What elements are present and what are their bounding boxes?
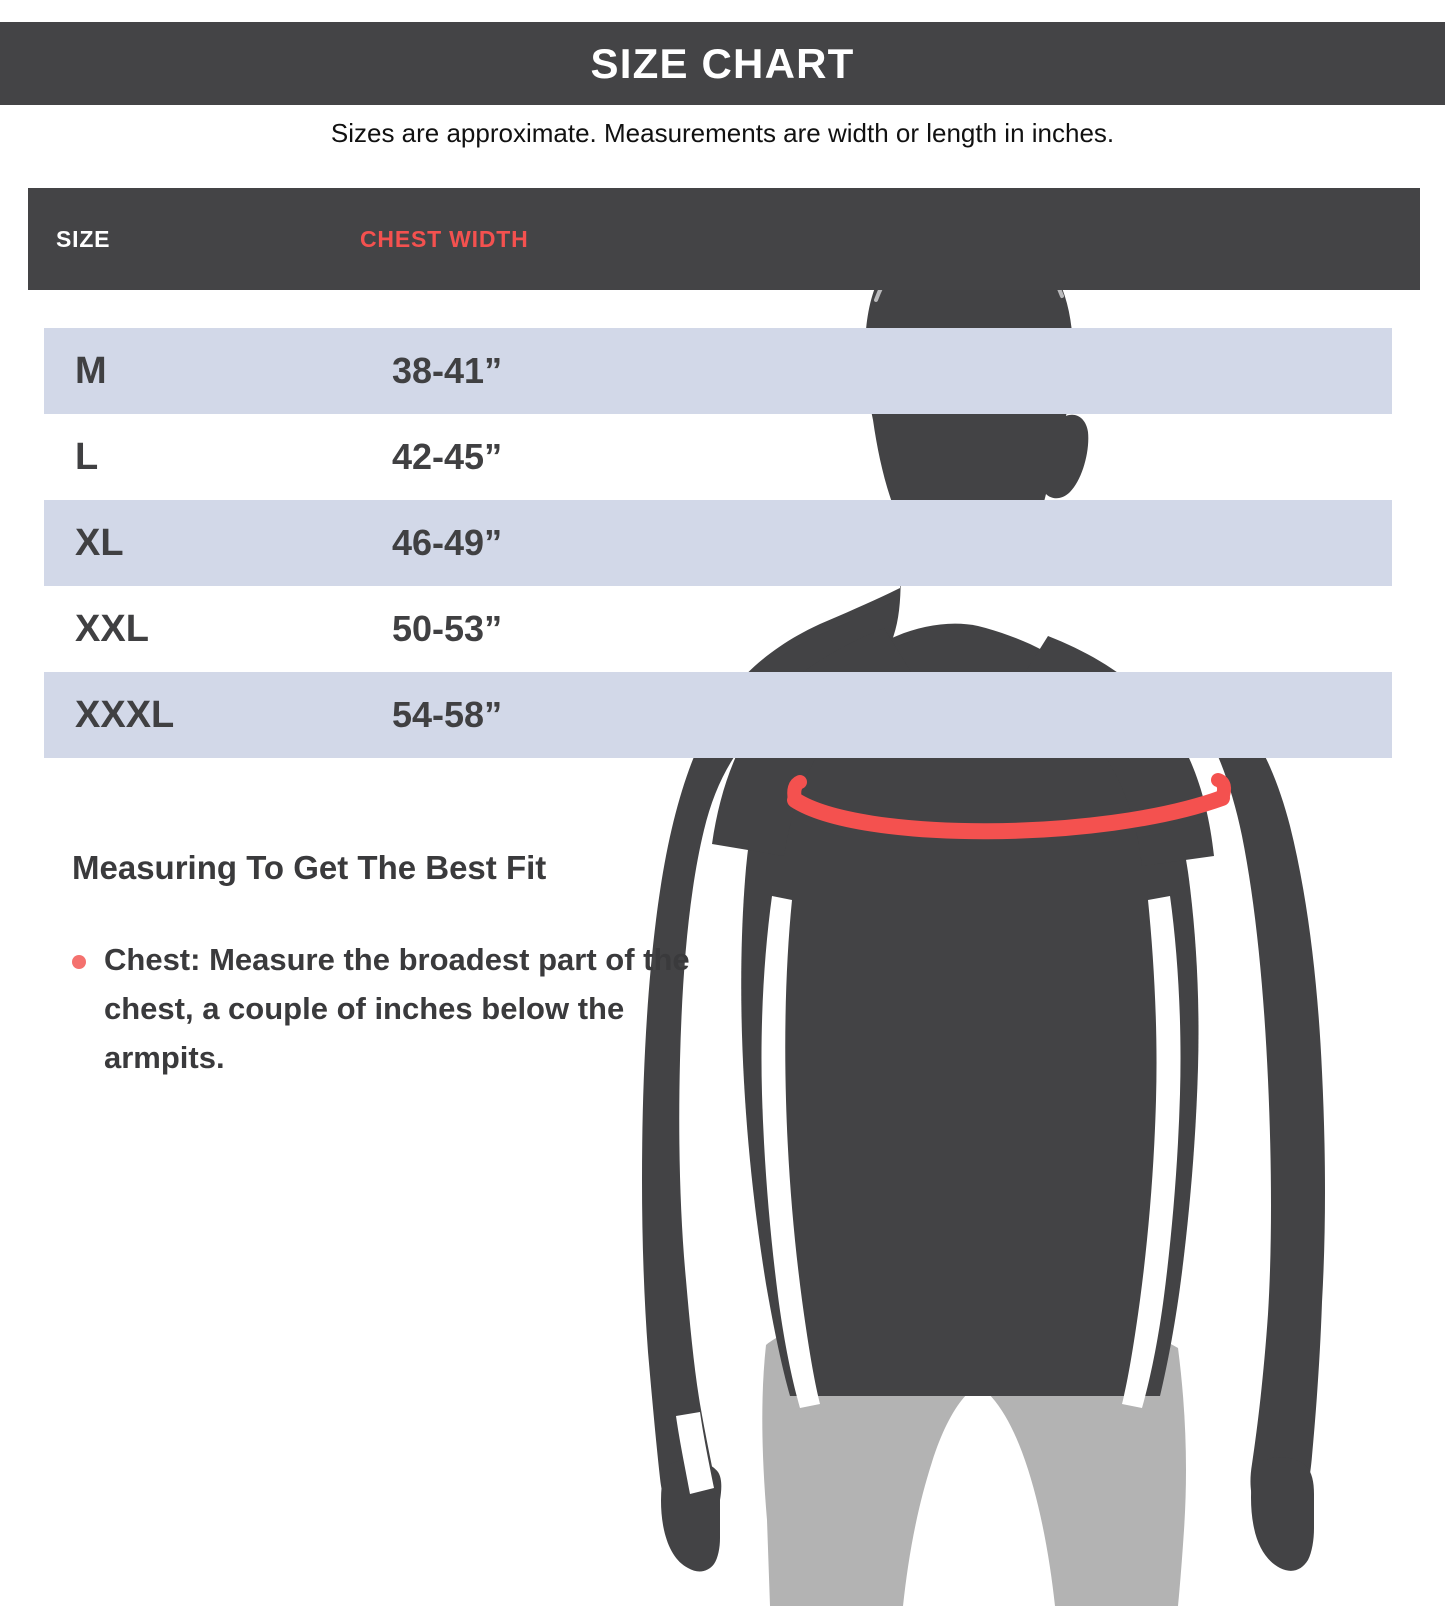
cell-size: XL	[75, 521, 124, 564]
table-row: L 42-45”	[0, 414, 1445, 500]
list-item: Chest: Measure the broadest part of the …	[72, 936, 692, 1083]
measuring-list: Chest: Measure the broadest part of the …	[72, 936, 692, 1083]
cell-chest-width: 38-41”	[392, 350, 503, 391]
row-stripe	[44, 586, 1392, 672]
cell-size: XXL	[75, 607, 149, 650]
bullet-dot-icon	[72, 954, 86, 969]
measuring-instructions: Measuring To Get The Best Fit Chest: Mea…	[72, 848, 692, 1083]
silhouette-arm-gaps	[676, 896, 1181, 1494]
size-table-body: M 38-41” L 42-45” XL 46-49” XXL 50-53” X…	[0, 328, 1445, 758]
row-stripe	[44, 328, 1392, 414]
list-item-label: Chest: Measure the broadest part of the …	[104, 941, 690, 1075]
row-stripe	[44, 414, 1392, 500]
column-header-size: SIZE	[56, 226, 111, 252]
page-title: SIZE CHART	[590, 39, 855, 87]
table-row: XXL 50-53”	[0, 586, 1445, 672]
table-header-row: SIZE CHEST WIDTH	[28, 188, 1420, 290]
table-row: XXXL 54-58”	[0, 672, 1445, 758]
cell-size: L	[75, 435, 99, 478]
column-header-chest-width: CHEST WIDTH	[360, 226, 529, 252]
cell-chest-width: 42-45”	[392, 436, 503, 477]
cell-chest-width: 50-53”	[392, 608, 503, 649]
cell-chest-width: 54-58”	[392, 694, 503, 735]
table-row: M 38-41”	[0, 328, 1445, 414]
cell-chest-width: 46-49”	[392, 522, 503, 563]
row-stripe	[44, 500, 1392, 586]
cell-size: XXXL	[75, 693, 175, 736]
silhouette-pants	[762, 1305, 1186, 1606]
chest-measurement-band	[787, 773, 1232, 840]
cell-size: M	[75, 349, 107, 392]
table-row: XL 46-49”	[0, 500, 1445, 586]
measuring-heading: Measuring To Get The Best Fit	[72, 849, 547, 886]
row-stripe	[44, 672, 1392, 758]
size-chart-title-bar: SIZE CHART	[0, 22, 1445, 105]
page-subtitle: Sizes are approximate. Measurements are …	[330, 118, 1115, 148]
